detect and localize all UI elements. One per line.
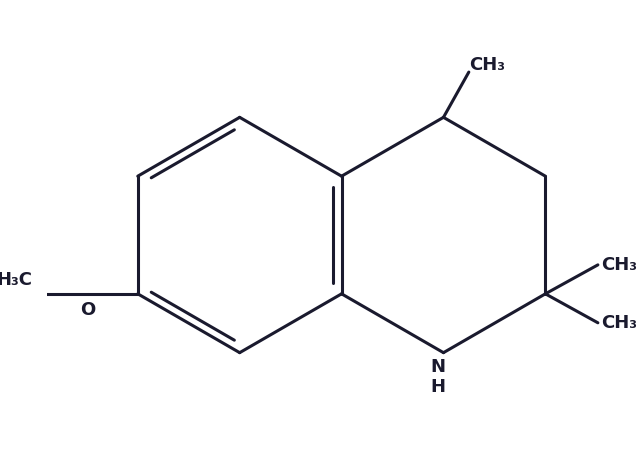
Text: H₃C: H₃C	[0, 271, 33, 289]
Text: N: N	[431, 358, 445, 376]
Text: O: O	[81, 301, 95, 319]
Text: CH₃: CH₃	[602, 314, 637, 332]
Text: CH₃: CH₃	[469, 56, 505, 74]
Text: H: H	[431, 378, 445, 396]
Text: CH₃: CH₃	[602, 256, 637, 274]
